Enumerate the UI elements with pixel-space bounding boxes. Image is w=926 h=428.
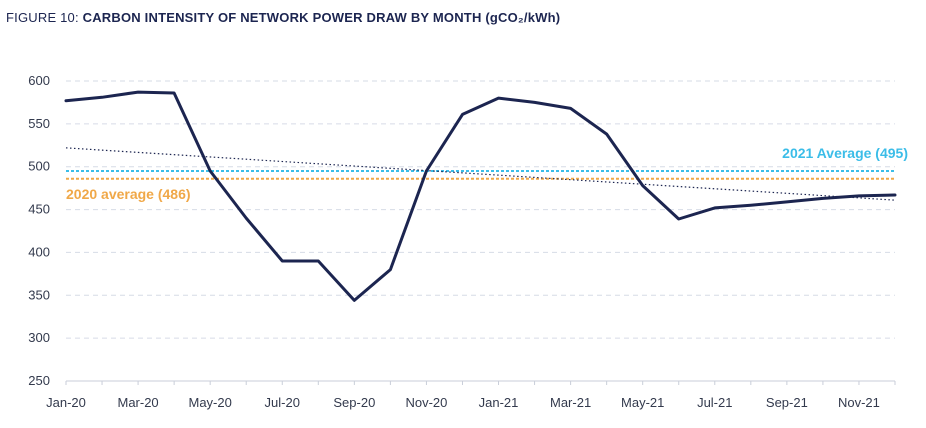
x-tick-label: Jul-21 (697, 395, 732, 410)
y-tick-label: 550 (28, 116, 50, 131)
trendline-group (65, 147, 896, 201)
x-tick-label: Sep-21 (766, 395, 808, 410)
y-tick-label: 400 (28, 244, 50, 259)
average-2021-label: 2021 Average (495) (782, 145, 908, 161)
x-tick-label: Nov-21 (838, 395, 880, 410)
x-tick-label: May-20 (188, 395, 231, 410)
y-axis-tick-labels: 250 300 350 400 450 500 550 600 (28, 73, 50, 388)
x-tick-label: Jan-20 (46, 395, 86, 410)
series-line (64, 90, 897, 302)
average-2020-label: 2020 average (486) (66, 186, 191, 202)
y-tick-label: 250 (28, 373, 50, 388)
x-tick-label: Mar-20 (117, 395, 158, 410)
y-tick-label: 600 (28, 73, 50, 88)
series-group (64, 90, 897, 302)
figure-title: FIGURE 10: CARBON INTENSITY OF NETWORK P… (6, 10, 560, 25)
x-tick-label: Nov-20 (405, 395, 447, 410)
x-tick-label: Jan-21 (479, 395, 519, 410)
x-axis-tick-labels: Jan-20 Mar-20 May-20 Jul-20 Sep-20 Nov-20 Jan-… (46, 395, 880, 410)
x-tick-label: Mar-21 (550, 395, 591, 410)
annotations: 2021 Average (495) 2020 average (486) (66, 145, 908, 202)
gridlines (66, 80, 895, 339)
x-tick-label: Jul-20 (265, 395, 300, 410)
figure-number: FIGURE 10: (6, 10, 83, 25)
x-tick-label: Sep-20 (333, 395, 375, 410)
y-tick-label: 450 (28, 202, 50, 217)
y-tick-label: 300 (28, 330, 50, 345)
trendline (65, 147, 896, 201)
y-tick-label: 500 (28, 159, 50, 174)
chart-title: CARBON INTENSITY OF NETWORK POWER DRAW B… (82, 10, 561, 25)
x-axis-ticks (65, 381, 896, 385)
y-tick-label: 350 (28, 287, 50, 302)
reference-lines (66, 170, 895, 180)
x-tick-label: May-21 (621, 395, 664, 410)
